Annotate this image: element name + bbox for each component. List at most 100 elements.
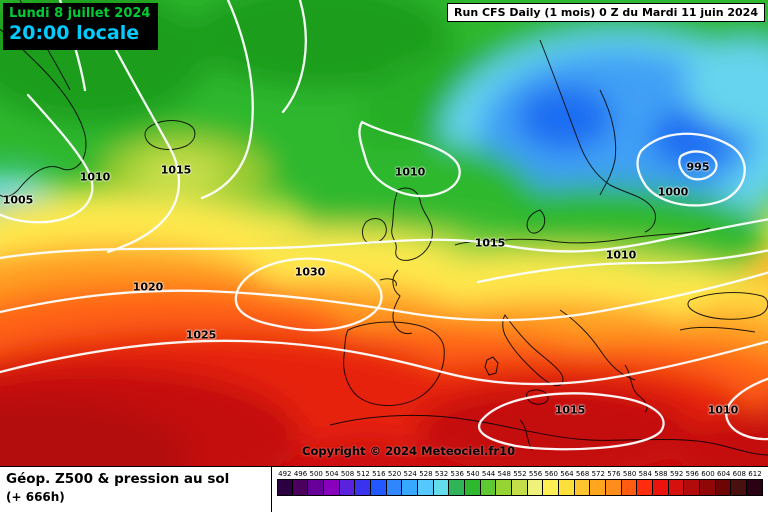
scale-value-label: 552: [513, 470, 527, 478]
scale-color-cell: [496, 479, 513, 496]
scale-color-cell: [700, 479, 716, 496]
scale-value-label: 544: [481, 470, 496, 478]
pressure-label: 995: [686, 160, 710, 174]
scale-step: 592: [668, 470, 685, 505]
scale-step: 528: [418, 470, 434, 505]
scale-color-cell: [480, 479, 497, 496]
pressure-label: 1000: [657, 185, 689, 199]
scale-step: 516: [371, 470, 387, 505]
scale-value-label: 516: [372, 470, 386, 478]
scale-step: 576: [606, 470, 622, 505]
scale-color-cell: [590, 479, 607, 496]
scale-color-cell: [606, 479, 622, 496]
scale-value-label: 600: [701, 470, 715, 478]
isobar-layer: [0, 0, 768, 451]
scale-step: 580: [621, 470, 638, 505]
scale-step: 504: [324, 470, 340, 505]
scale-step: 532: [433, 470, 450, 505]
time-label: 20:00 locale: [9, 22, 140, 45]
scale-value-label: 580: [622, 470, 637, 478]
scale-value-label: 548: [497, 470, 511, 478]
scale-value-label: 564: [560, 470, 574, 478]
scale-color-cell: [339, 479, 356, 496]
scale-value-label: 612: [748, 470, 762, 478]
scale-value-label: 536: [450, 470, 464, 478]
scale-color-cell: [277, 479, 293, 496]
scale-step: 508: [339, 470, 356, 505]
scale-value-label: 500: [309, 470, 323, 478]
pressure-label: 1010: [79, 170, 111, 184]
scale-color-cell: [465, 479, 481, 496]
pressure-label: 1015: [160, 163, 192, 177]
scale-step: 560: [543, 470, 560, 505]
scale-color-cell: [637, 479, 654, 496]
pressure-label: 1030: [294, 265, 326, 279]
scale-value-label: 528: [419, 470, 433, 478]
date-label: Lundi 8 juillet 2024: [9, 6, 151, 21]
pressure-label: 1025: [185, 328, 217, 342]
scale-step: 520: [386, 470, 403, 505]
scale-step: 512: [355, 470, 372, 505]
scale-value-label: 596: [685, 470, 699, 478]
scale-step: 564: [559, 470, 575, 505]
scale-color-cell: [527, 479, 544, 496]
date-box: Lundi 8 juillet 2024 20:00 locale: [3, 3, 159, 51]
pressure-label: 1015: [474, 236, 506, 250]
legend-subtitle: (+ 666h): [6, 490, 65, 504]
scale-step: 492: [277, 470, 293, 505]
scale-step: 612: [747, 470, 763, 505]
pressure-label: 1020: [132, 280, 164, 294]
scale-color-cell: [747, 479, 763, 496]
scale-value-label: 520: [387, 470, 402, 478]
scale-color-cell: [308, 479, 325, 496]
scale-value-label: 560: [544, 470, 558, 478]
scale-color-cell: [684, 479, 701, 496]
scale-step: 552: [512, 470, 528, 505]
scale-value-label: 496: [293, 470, 308, 478]
scale-value-label: 524: [403, 470, 417, 478]
scale-value-label: 572: [591, 470, 605, 478]
run-info-label: Run CFS Daily (1 mois) 0 Z du Mardi 11 j…: [447, 3, 765, 22]
scale-color-cell: [449, 479, 466, 496]
scale-color-cell: [668, 479, 685, 496]
scale-color-cell: [292, 479, 309, 496]
scale-color-cell: [355, 479, 372, 496]
pressure-label: 1010: [707, 403, 739, 417]
scale-color-cell: [512, 479, 528, 496]
bottom-bar: Géop. Z500 & pression au sol (+ 666h) 49…: [0, 466, 768, 512]
scale-step: 500: [308, 470, 325, 505]
scale-step: 544: [480, 470, 497, 505]
scale-value-label: 508: [340, 470, 355, 478]
scale-step: 524: [402, 470, 419, 505]
scale-color-cell: [731, 479, 748, 496]
scale-step: 600: [700, 470, 716, 505]
pressure-label: 1015: [554, 403, 586, 417]
scale-value-label: 568: [575, 470, 590, 478]
scale-step: 536: [449, 470, 466, 505]
scale-step: 572: [590, 470, 607, 505]
color-scale: 492 496 500 504 508 512 516 520 524 528 532 536 540 5…: [272, 467, 768, 512]
scale-value-label: 504: [325, 470, 339, 478]
scale-step: 604: [715, 470, 732, 505]
legend-box: Géop. Z500 & pression au sol (+ 666h): [0, 467, 272, 512]
scale-value-label: 608: [732, 470, 746, 478]
map: 1015 1010 1005 1010 1015 1010 1020 1030 1025 995 1…: [0, 0, 768, 466]
scale-color-cell: [433, 479, 450, 496]
scale-value-label: 556: [528, 470, 543, 478]
scale-step: 496: [292, 470, 309, 505]
pressure-label: 1010: [605, 248, 637, 262]
scale-step: 548: [496, 470, 513, 505]
scale-value-label: 512: [356, 470, 370, 478]
scale-color-cell: [418, 479, 434, 496]
scale-color-cell: [371, 479, 387, 496]
scale-step: 608: [731, 470, 748, 505]
field-layer: [0, 0, 768, 466]
scale-color-cell: [621, 479, 638, 496]
scale-color-cell: [574, 479, 591, 496]
map-svg: [0, 0, 768, 466]
scale-value-label: 588: [654, 470, 668, 478]
scale-value-label: 576: [607, 470, 621, 478]
scale-color-cell: [324, 479, 340, 496]
scale-color-cell: [715, 479, 732, 496]
